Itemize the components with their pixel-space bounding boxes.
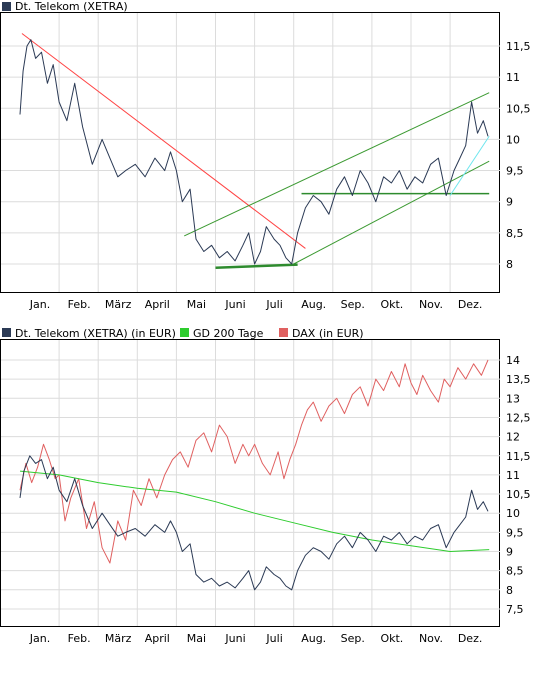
y-tick-label: 13 xyxy=(506,392,520,405)
top-x-axis: Jan. Feb. März April Mai Juni Juli Aug. Sep. Okt.… xyxy=(29,298,483,311)
x-tick-label: Okt. xyxy=(380,298,403,311)
trendline-support-bottom xyxy=(215,263,298,269)
trendline-channel-lower xyxy=(293,160,490,265)
x-tick-label: Aug. xyxy=(301,298,326,311)
y-tick-label: 10 xyxy=(506,133,520,146)
legend-swatch-telekom xyxy=(2,328,11,337)
x-tick-label: Dez. xyxy=(458,632,483,645)
x-tick-label: Juli xyxy=(265,298,282,311)
y-tick-label: 8 xyxy=(506,584,513,597)
x-tick-label: Nov. xyxy=(419,632,443,645)
y-tick-label: 8 xyxy=(506,258,513,271)
legend-swatch-dax xyxy=(279,328,288,337)
top-legend-swatch xyxy=(2,2,11,11)
x-tick-label: März xyxy=(105,632,132,645)
y-tick-label: 10,5 xyxy=(506,488,531,501)
x-tick-label: Juni xyxy=(224,632,245,645)
trendline-downtrend xyxy=(21,33,306,249)
legend-label-gd200: GD 200 Tage xyxy=(193,327,264,340)
y-tick-label: 9,5 xyxy=(506,526,524,539)
x-tick-label: Nov. xyxy=(419,298,443,311)
x-tick-label: Mai xyxy=(187,298,206,311)
x-tick-label: Sep. xyxy=(341,632,365,645)
y-tick-label: 8,5 xyxy=(506,565,524,578)
y-tick-label: 10,5 xyxy=(506,102,531,115)
x-tick-label: Feb. xyxy=(68,632,91,645)
x-tick-label: Juni xyxy=(224,298,245,311)
y-tick-label: 9,5 xyxy=(506,165,524,178)
series-line-dax xyxy=(19,359,489,564)
top-plot-area xyxy=(19,33,490,269)
x-tick-label: Sep. xyxy=(341,298,365,311)
y-tick-label: 11 xyxy=(506,71,520,84)
bottom-chart-frame xyxy=(0,339,500,627)
trendline-channel-upper xyxy=(184,92,490,237)
bottom-y-axis: 14 13,5 13 12,5 12 11,5 11 10,5 10 9,5 9 8,5 8 7,5 xyxy=(506,354,531,616)
series-line-gd200 xyxy=(19,470,490,552)
y-tick-label: 11,5 xyxy=(506,450,531,463)
top-chart-frame xyxy=(0,12,500,293)
y-tick-label: 11,5 xyxy=(506,40,531,53)
top-y-axis: 11,5 11 10,5 10 9,5 9 8,5 8 xyxy=(506,40,531,271)
legend-label-telekom: Dt. Telekom (XETRA) (in EUR) xyxy=(15,327,176,340)
x-tick-label: Mai xyxy=(187,632,206,645)
legend-swatch-gd200 xyxy=(180,328,189,337)
x-tick-label: April xyxy=(145,298,170,311)
top-gridlines xyxy=(1,13,500,292)
y-tick-label: 12,5 xyxy=(506,411,531,424)
x-tick-label: März xyxy=(105,298,132,311)
top-legend-label: Dt. Telekom (XETRA) xyxy=(15,0,128,13)
y-tick-label: 11 xyxy=(506,469,520,482)
x-tick-label: Aug. xyxy=(301,632,326,645)
x-tick-label: Feb. xyxy=(68,298,91,311)
y-tick-label: 7,5 xyxy=(506,603,524,616)
y-tick-label: 10 xyxy=(506,507,520,520)
y-tick-label: 8,5 xyxy=(506,227,524,240)
x-tick-label: April xyxy=(145,632,170,645)
y-tick-label: 9 xyxy=(506,546,513,559)
y-tick-label: 12 xyxy=(506,431,520,444)
legend-label-dax: DAX (in EUR) xyxy=(292,327,364,340)
bottom-x-axis: Jan. Feb. März April Mai Juni Juli Aug. Sep. Okt.… xyxy=(29,632,483,645)
y-tick-label: 13,5 xyxy=(506,373,531,386)
bottom-gridlines xyxy=(1,340,500,626)
x-tick-label: Okt. xyxy=(380,632,403,645)
x-tick-label: Dez. xyxy=(458,298,483,311)
top-legend: Dt. Telekom (XETRA) xyxy=(2,0,128,13)
y-tick-label: 9 xyxy=(506,196,513,209)
trendline-short-trend xyxy=(449,136,490,196)
series-line-telekom xyxy=(19,455,489,591)
series-line-telekom xyxy=(19,39,489,265)
x-tick-label: Jan. xyxy=(29,298,50,311)
x-tick-label: Jan. xyxy=(29,632,50,645)
y-tick-label: 14 xyxy=(506,354,520,367)
x-tick-label: Juli xyxy=(265,632,282,645)
bottom-plot-area xyxy=(19,359,490,591)
bottom-legend: Dt. Telekom (XETRA) (in EUR) GD 200 Tage… xyxy=(2,327,364,340)
